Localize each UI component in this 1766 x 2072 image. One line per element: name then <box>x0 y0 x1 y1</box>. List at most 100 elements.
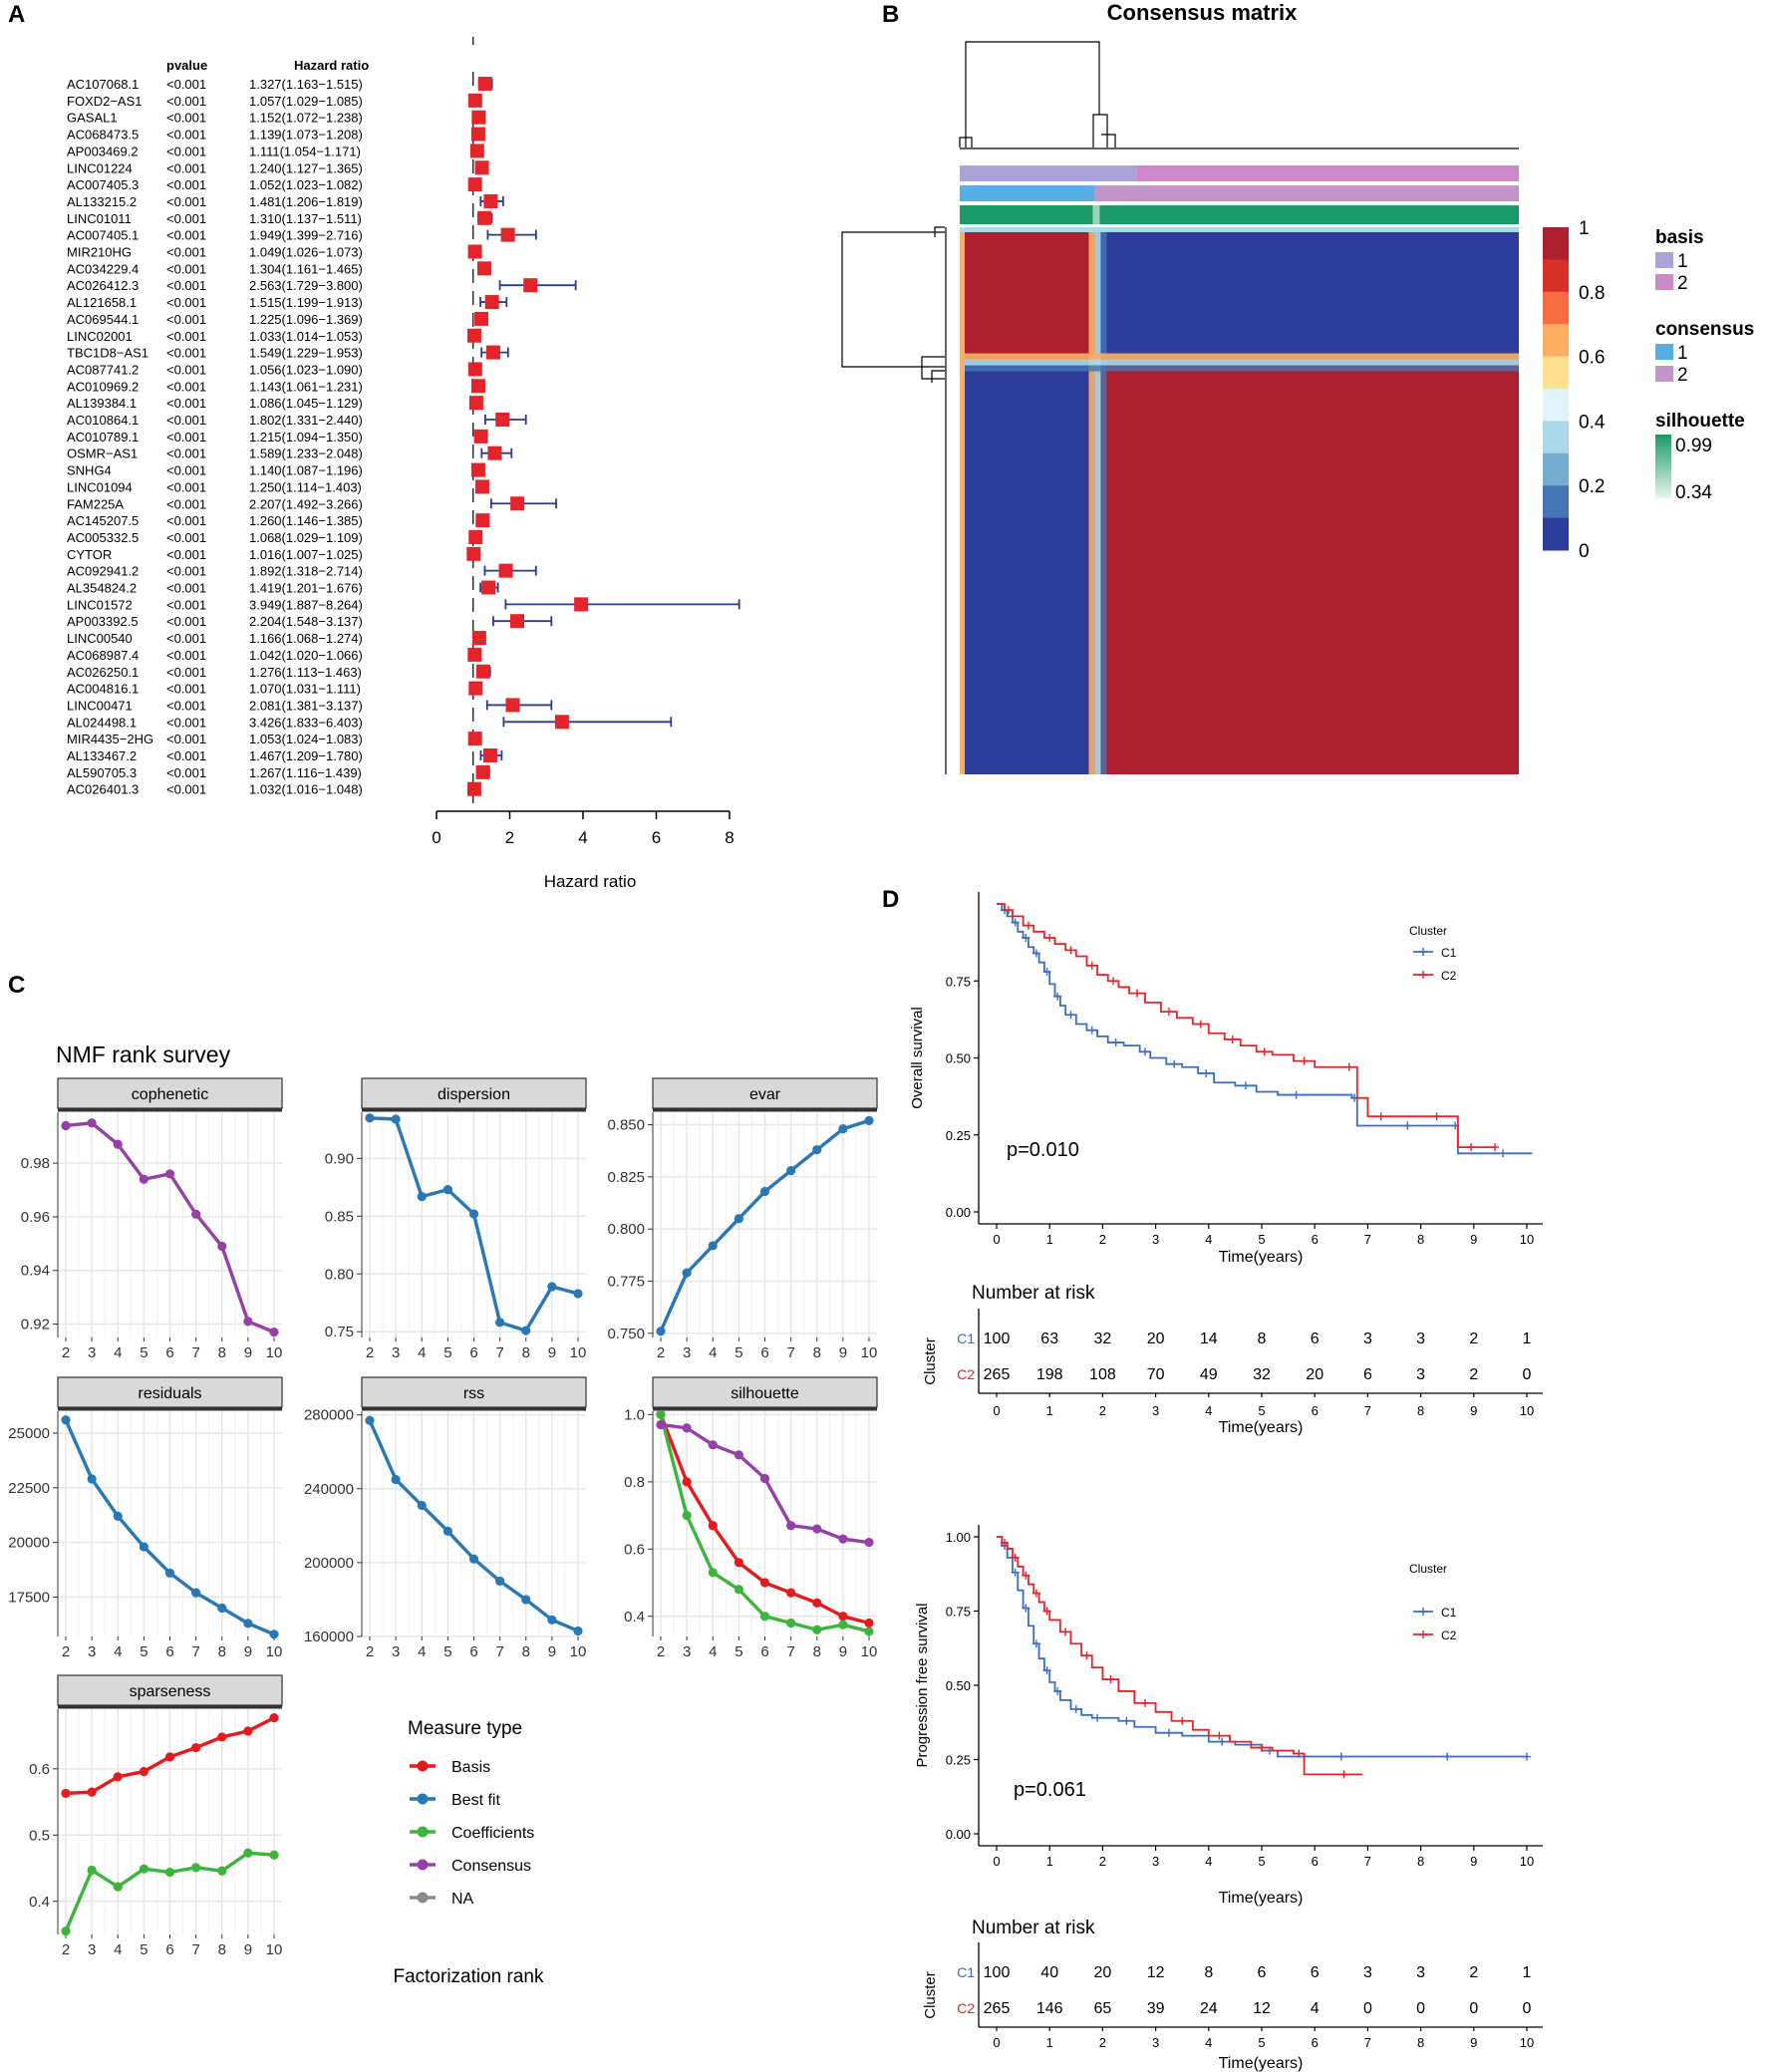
facet-series-point <box>759 1578 770 1588</box>
risk-table-y-label: Cluster <box>922 1971 939 2019</box>
facet-series-point <box>838 1612 848 1622</box>
km-censor-mark <box>1031 949 1040 958</box>
facet-header <box>652 1077 878 1109</box>
forest-hr-text: 3.426(1.833−6.403) <box>249 715 363 730</box>
forest-pvalue: <0.001 <box>166 94 206 109</box>
forest-pvalue: <0.001 <box>166 463 206 478</box>
km-censor-mark <box>1140 1047 1149 1056</box>
forest-hr-text: 1.111(1.054−1.171) <box>249 144 361 158</box>
facet-y-tick-label: 1.0 <box>624 1406 645 1423</box>
facet-series-point <box>269 1328 279 1337</box>
facet-x-tick-label: 3 <box>392 1643 400 1660</box>
facet-x-tick-label: 2 <box>62 1643 70 1660</box>
risk-table-count: 12 <box>1253 2000 1271 2017</box>
facet-title: dispersion <box>438 1086 510 1103</box>
facet-y-tick-label: 0.94 <box>21 1263 50 1280</box>
annotation-consensus-1 <box>960 185 1095 201</box>
km-censor-mark <box>1082 1651 1091 1660</box>
forest-pvalue: <0.001 <box>166 496 206 511</box>
heatmap-title: Consensus matrix <box>1107 0 1298 25</box>
forest-gene-label: AC026250.1 <box>67 665 139 680</box>
facet-header <box>57 1077 283 1109</box>
forest-gene-label: MIR210HG <box>67 245 132 260</box>
km-censor-mark <box>1164 1008 1173 1017</box>
km-x-tick-label: 3 <box>1152 1232 1159 1247</box>
risk-table-count: 4 <box>1311 2000 1320 2017</box>
facet-x-tick-label: 2 <box>366 1344 374 1361</box>
km-y-label: Progression free survival <box>914 1603 931 1767</box>
legend-consensus-swatch-1 <box>1655 344 1673 360</box>
facet-title: rss <box>463 1385 484 1402</box>
forest-hr-marker <box>467 647 482 662</box>
facet-y-tick-label: 0.85 <box>325 1208 354 1225</box>
forest-hr-marker <box>467 362 482 377</box>
risk-table-count: 12 <box>1147 1964 1165 1981</box>
forest-col-pvalue: pvalue <box>166 58 207 73</box>
forest-pvalue: <0.001 <box>166 732 206 746</box>
colorbar-tick-label: 0 <box>1579 541 1590 562</box>
km-curve <box>997 903 1496 1149</box>
forest-gene-label: AC092941.2 <box>67 564 139 579</box>
legend-consensus-label-2: 2 <box>1677 365 1688 386</box>
forest-gene-label: OSMR−AS1 <box>67 446 138 461</box>
forest-pvalue: <0.001 <box>166 530 206 545</box>
facet-series-point <box>139 1174 148 1184</box>
panel-label-b: B <box>882 1 899 28</box>
km-legend-label: C1 <box>1441 946 1457 960</box>
risk-x-tick-label: 2 <box>1099 2035 1106 2050</box>
km-censor-mark <box>1031 1589 1040 1598</box>
facet-y-tick-label: 0.775 <box>607 1274 645 1291</box>
facet-series-point <box>682 1423 692 1433</box>
facet-title: evar <box>749 1086 781 1103</box>
facet-x-tick-label: 5 <box>140 1344 147 1361</box>
forest-pvalue: <0.001 <box>166 295 206 310</box>
forest-pvalue: <0.001 <box>166 665 206 680</box>
facet-series-point <box>812 1625 822 1634</box>
km-x-tick-label: 9 <box>1470 1854 1477 1869</box>
facet-series-point <box>417 1192 427 1202</box>
forest-hr-marker <box>483 193 498 208</box>
heatmap-boundary-row-b <box>960 359 1519 366</box>
forest-pvalue: <0.001 <box>166 245 206 260</box>
facet-series-point <box>838 1124 848 1134</box>
risk-table-count: 3 <box>1416 1366 1425 1383</box>
forest-pvalue: <0.001 <box>166 177 206 192</box>
facet-series-point <box>547 1615 557 1625</box>
km-y-label: Overall survival <box>909 1007 926 1109</box>
forest-gene-label: FOXD2−AS1 <box>67 94 143 109</box>
risk-table-count: 265 <box>984 1366 1011 1383</box>
risk-table-count: 20 <box>1094 1964 1112 1981</box>
forest-pvalue: <0.001 <box>166 346 206 361</box>
facet-header <box>361 1077 587 1109</box>
forest-hr-text: 1.057(1.029−1.085) <box>249 94 363 109</box>
facet-y-tick-label: 0.96 <box>21 1209 50 1226</box>
facet-series-point <box>217 1866 227 1876</box>
forest-hr-text: 1.267(1.116−1.439) <box>249 765 362 780</box>
dendrogram-top <box>959 41 1116 148</box>
forest-gene-label: AL133467.2 <box>67 748 137 763</box>
facet-series-point <box>734 1214 743 1224</box>
forest-hr-marker <box>473 429 488 444</box>
colorbar-segment <box>1543 227 1569 260</box>
forest-hr-marker <box>469 144 484 158</box>
km-y-tick-label: 0.25 <box>946 1753 971 1768</box>
facet-y-tick-label: 240000 <box>304 1481 354 1498</box>
facet-series-point <box>708 1521 718 1531</box>
km-censor-mark <box>1106 1675 1115 1684</box>
facet-x-tick-label: 2 <box>366 1643 374 1660</box>
panel-label-c: C <box>8 972 25 999</box>
risk-x-tick-label: 8 <box>1417 1403 1424 1418</box>
km-censor-mark <box>1178 1716 1187 1725</box>
forest-hr-text: 1.949(1.399−2.716) <box>249 228 363 243</box>
facet-x-tick-label: 5 <box>443 1643 451 1660</box>
facet-series-point <box>573 1626 583 1636</box>
facet-x-tick-label: 7 <box>495 1344 503 1361</box>
forest-gene-label: MIR4435−2HG <box>67 732 153 746</box>
facet-series-point <box>191 1588 201 1598</box>
km-censor-mark <box>1000 1538 1009 1547</box>
km-legend-censor <box>1419 948 1427 956</box>
km-y-tick-label: 0.00 <box>946 1205 971 1220</box>
forest-x-tick-label: 8 <box>725 828 734 847</box>
colorbar-tick-label: 0.6 <box>1579 348 1605 369</box>
